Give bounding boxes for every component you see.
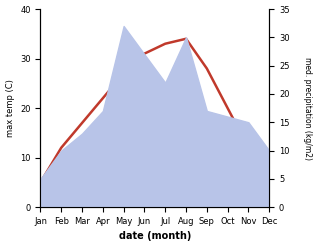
Y-axis label: max temp (C): max temp (C) xyxy=(5,79,15,137)
X-axis label: date (month): date (month) xyxy=(119,231,191,242)
Y-axis label: med. precipitation (kg/m2): med. precipitation (kg/m2) xyxy=(303,57,313,160)
